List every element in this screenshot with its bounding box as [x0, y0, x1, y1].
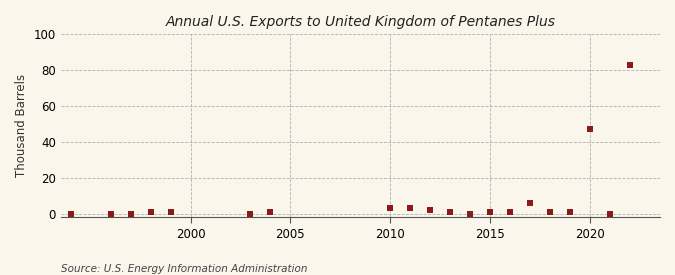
Point	[605, 211, 616, 216]
Point	[65, 211, 76, 216]
Title: Annual U.S. Exports to United Kingdom of Pentanes Plus: Annual U.S. Exports to United Kingdom of…	[165, 15, 556, 29]
Point	[624, 63, 635, 67]
Point	[445, 210, 456, 214]
Point	[585, 127, 595, 132]
Point	[465, 211, 476, 216]
Point	[425, 208, 435, 212]
Point	[105, 211, 116, 216]
Point	[265, 210, 276, 214]
Point	[505, 210, 516, 214]
Text: Source: U.S. Energy Information Administration: Source: U.S. Energy Information Administ…	[61, 264, 307, 274]
Point	[245, 211, 256, 216]
Y-axis label: Thousand Barrels: Thousand Barrels	[15, 74, 28, 177]
Point	[165, 210, 176, 214]
Point	[405, 206, 416, 211]
Point	[125, 211, 136, 216]
Point	[385, 206, 396, 211]
Point	[524, 201, 535, 205]
Point	[485, 210, 495, 214]
Point	[545, 210, 556, 214]
Point	[145, 210, 156, 214]
Point	[565, 210, 576, 214]
